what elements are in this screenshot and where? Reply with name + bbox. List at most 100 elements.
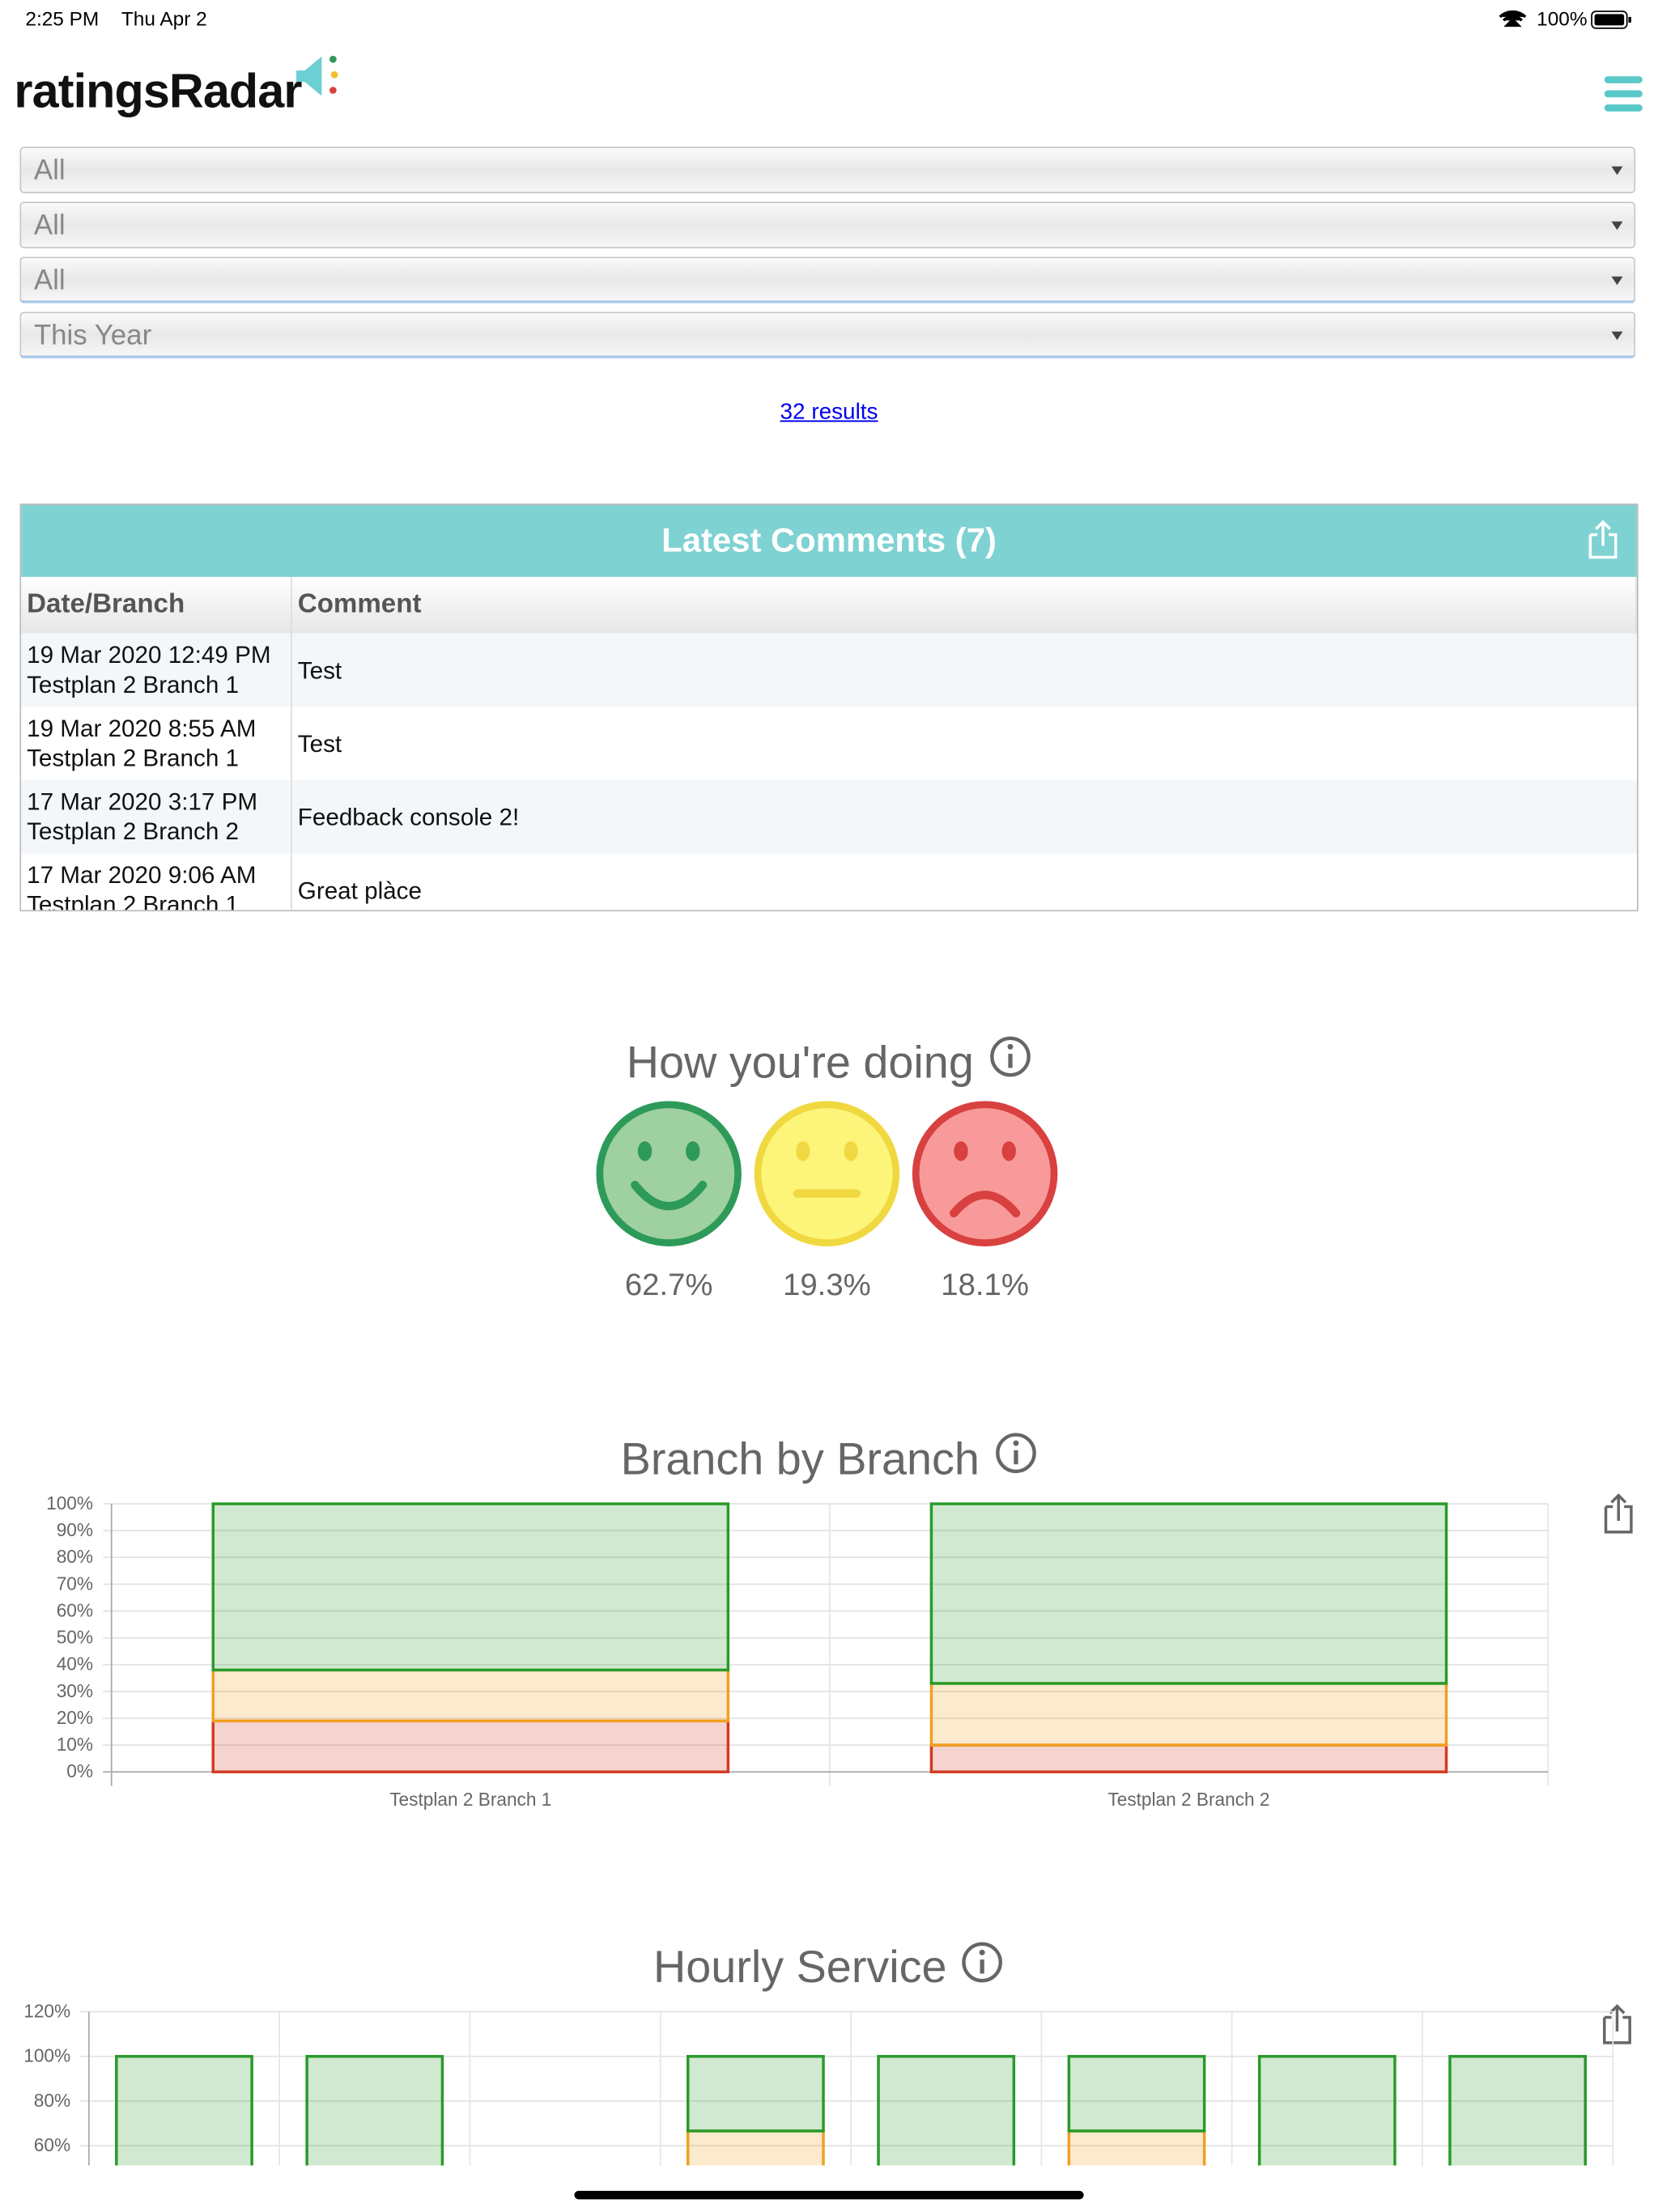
comment-cell: Great plàce [291, 853, 1637, 911]
smiley [596, 1101, 742, 1246]
share-button[interactable] [1604, 1493, 1633, 1534]
share-button[interactable] [1603, 2004, 1631, 2044]
bar-segment [929, 1743, 1448, 1773]
comments-table: Date/Branch Comment 19 Mar 2020 12:49 PM T… [21, 576, 1637, 911]
bar-segment [305, 2054, 444, 2166]
bar-segment [115, 2054, 253, 2166]
info-icon[interactable] [962, 1942, 1002, 1983]
y-tick-label: 0% [66, 1760, 93, 1781]
bar-segment [1448, 2054, 1587, 2166]
bar-segment [1067, 2129, 1206, 2166]
branch: Testplan 2 Branch 2 [27, 817, 240, 846]
branch: Testplan 2 Branch 1 [27, 745, 240, 772]
status-icons [1499, 10, 1631, 29]
date-branch-cell: 17 Mar 2020 3:17 PM Testplan 2 Branch 2 [21, 779, 292, 854]
comment-row: 17 Mar 2020 3:17 PM Testplan 2 Branch 2 Fe… [21, 779, 1637, 854]
column-header: Date/Branch [21, 576, 292, 634]
date: 19 Mar 2020 8:55 AM [27, 715, 257, 742]
x-tick-label: Testplan 2 Branch 2 [1107, 1789, 1269, 1810]
status-date: Thu Apr 2 [121, 6, 207, 30]
y-tick-label: 90% [57, 1519, 93, 1540]
charts: How you're doing 62.7% 19.3% 18.1% Branch b… [23, 1036, 1633, 2166]
smiley-face [912, 1101, 1058, 1246]
filter-select[interactable]: All [19, 146, 1636, 193]
branch: Testplan 2 Branch 1 [27, 671, 240, 698]
bar-segment [211, 1502, 730, 1672]
bar-segment [929, 1502, 1448, 1685]
bar-segment [211, 1719, 730, 1773]
smiley [754, 1101, 900, 1246]
bar-segment [1257, 2054, 1397, 2166]
smiley-eye [844, 1141, 858, 1161]
y-tick-label: 10% [57, 1734, 93, 1755]
logo[interactable]: ratingsRadar [14, 65, 302, 119]
results-link[interactable]: 32 results [0, 401, 1658, 426]
y-tick-label: 40% [57, 1654, 93, 1675]
bar-segment [211, 1668, 730, 1723]
y-tick-label: 50% [57, 1627, 93, 1648]
info-icon[interactable] [996, 1433, 1036, 1474]
smiley-eye [796, 1141, 810, 1161]
y-tick-label: 60% [57, 1599, 93, 1620]
battery-level: 100% [1537, 6, 1588, 30]
percent-label: 18.1% [941, 1267, 1029, 1302]
y-tick-label: 100% [46, 1492, 93, 1514]
smiley-eye [1001, 1141, 1016, 1161]
header-row: Date/Branch Comment [21, 576, 1637, 634]
chart-title: Branch by Branch [621, 1433, 980, 1484]
chart-title: Hourly Service [653, 1942, 947, 1992]
date-branch-cell: 19 Mar 2020 12:49 PM Testplan 2 Branch 1 [21, 633, 292, 707]
date: 17 Mar 2020 9:06 AM [27, 861, 257, 889]
comments-title: Latest Comments (7) [21, 504, 1637, 577]
percent-label: 19.3% [783, 1267, 871, 1302]
home-indicator [574, 2190, 1084, 2200]
smiley-face [596, 1101, 742, 1246]
x-tick-label: Testplan 2 Branch 1 [389, 1789, 551, 1810]
comment-row: 19 Mar 2020 8:55 AM Testplan 2 Branch 1 Te… [21, 707, 1637, 780]
filter-select[interactable]: All [19, 202, 1636, 248]
percent-label: 62.7% [625, 1267, 713, 1302]
branch: Testplan 2 Branch 1 [27, 891, 240, 911]
logo-icon [296, 55, 338, 96]
y-tick-label: 70% [57, 1573, 93, 1594]
y-tick-label: 80% [57, 1546, 93, 1567]
info-icon[interactable] [990, 1036, 1031, 1077]
y-tick-label: 100% [23, 2045, 70, 2066]
smiley-eye [686, 1141, 700, 1161]
filter-select[interactable]: All [19, 257, 1636, 304]
comment-cell: Test [291, 707, 1637, 780]
bar-segment [686, 2054, 825, 2133]
smiley-mouth [950, 1191, 1021, 1218]
comment-row: 17 Mar 2020 9:06 AM Testplan 2 Branch 1 Gr… [21, 853, 1637, 911]
bar-segment [929, 1682, 1448, 1747]
section-title: How you're doing [627, 1038, 974, 1088]
date-branch-cell: 19 Mar 2020 8:55 AM Testplan 2 Branch 1 [21, 707, 292, 780]
results-text[interactable]: 32 results [780, 401, 878, 425]
column-header: Comment [291, 576, 1637, 634]
date-branch-cell: 17 Mar 2020 9:06 AM Testplan 2 Branch 1 [21, 853, 292, 911]
smiley-eye [954, 1141, 968, 1161]
bar-segment [877, 2054, 1016, 2166]
bar-segment [1067, 2054, 1206, 2133]
comment-cell: Feedback console 2! [291, 779, 1637, 854]
share-button[interactable] [1586, 519, 1620, 561]
y-tick-label: 120% [23, 2000, 70, 2021]
bar-segment [686, 2129, 825, 2166]
smiley-face [754, 1101, 900, 1246]
y-tick-label: 20% [57, 1707, 93, 1728]
y-tick-label: 80% [34, 2090, 70, 2111]
y-tick-label: 60% [34, 2134, 70, 2155]
y-tick-label: 30% [57, 1680, 93, 1701]
smiley-mouth [631, 1180, 708, 1211]
menu-button[interactable] [1604, 76, 1644, 113]
date: 19 Mar 2020 12:49 PM [27, 642, 271, 669]
smiley-eye [637, 1141, 653, 1161]
comments-panel: Latest Comments (7) Date/Branch Comment 1… [19, 503, 1639, 911]
comment-cell: Test [291, 633, 1637, 707]
filter-select[interactable]: This Year [19, 312, 1636, 359]
status-time: 2:25 PM [25, 6, 100, 30]
